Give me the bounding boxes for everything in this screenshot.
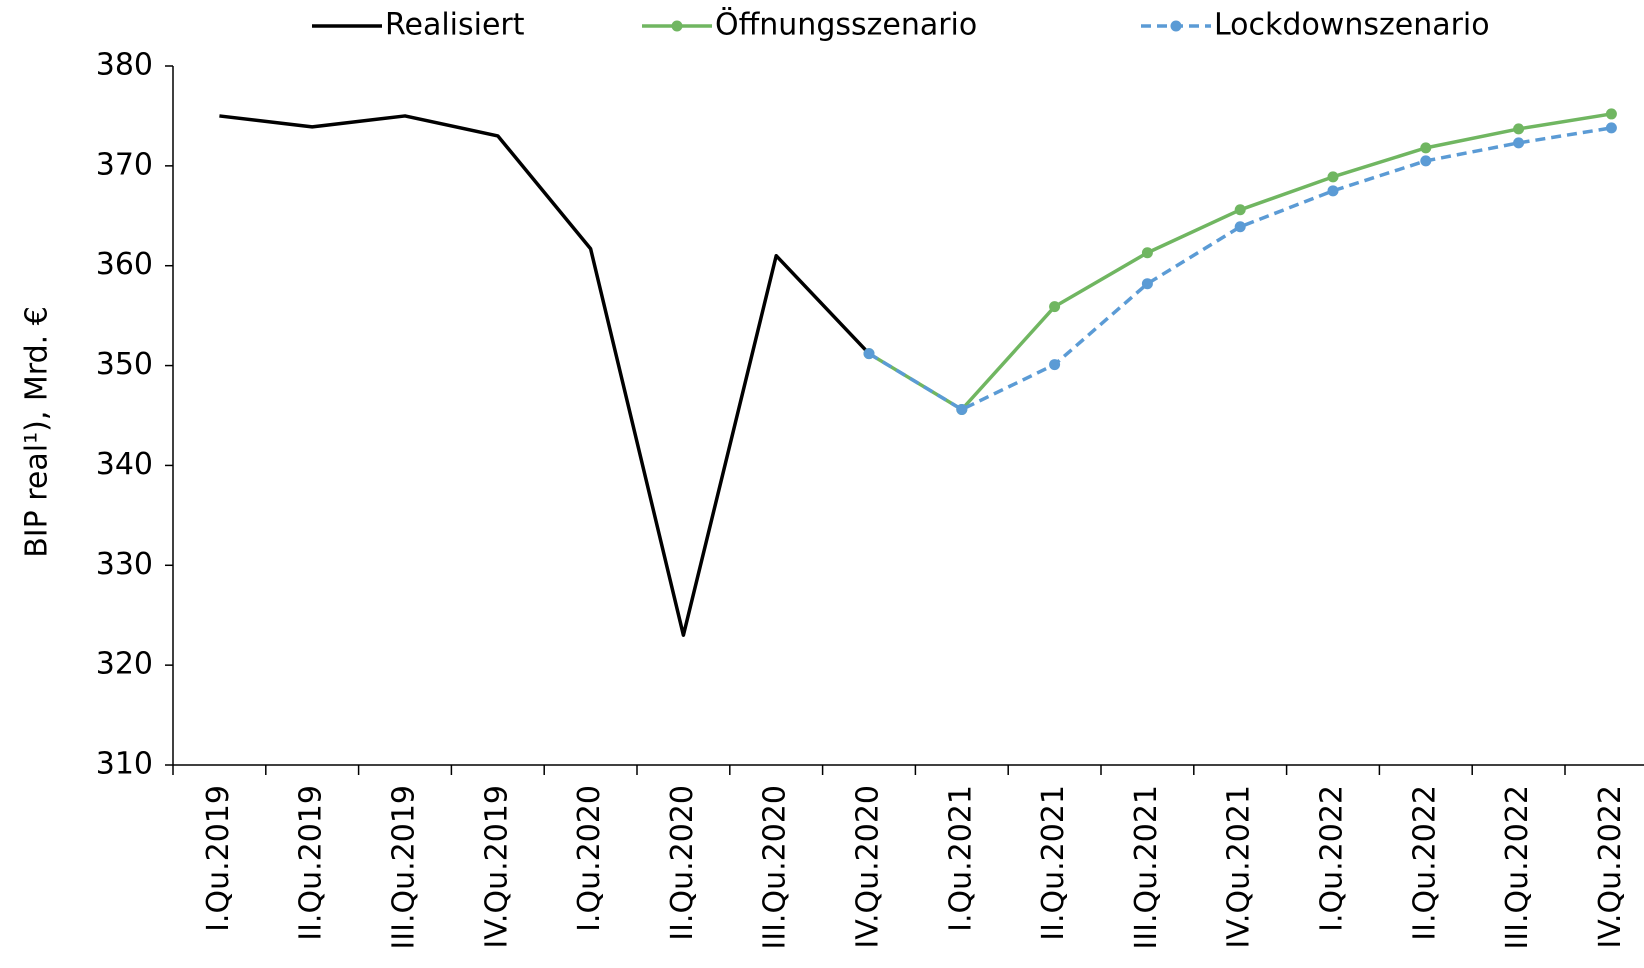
y-tick-label: 380 [96,48,153,83]
y-tick-label: 370 [96,147,153,182]
data-point [1605,122,1617,134]
legend-label: Lockdownszenario [1214,8,1490,43]
y-tick-label: 350 [96,347,153,382]
x-tick-label: III.Qu.2021 [1129,785,1164,950]
data-point [1327,171,1339,183]
legend-marker [671,20,683,32]
x-tick-label: IV.Qu.2019 [479,785,514,949]
legend-label: Realisiert [385,8,525,43]
y-tick-label: 360 [96,247,153,282]
y-tick-label: 310 [96,747,153,782]
data-point [1420,155,1432,167]
data-point [1605,108,1617,120]
series-line [868,112,1612,412]
legend-marker [1170,20,1182,32]
x-tick-label: III.Qu.2019 [387,785,422,950]
data-point [1327,185,1339,197]
data-point [956,404,968,416]
data-point [1141,278,1153,290]
data-point [1234,221,1246,233]
x-tick-label: II.Qu.2022 [1407,785,1442,941]
x-tick-label: III.Qu.2022 [1500,785,1535,950]
x-tick-label: II.Qu.2021 [1036,785,1071,941]
x-tick-label: I.Qu.2019 [201,785,236,932]
data-point [1513,123,1525,135]
series-line [868,126,1612,412]
x-tick-label: IV.Qu.2022 [1593,785,1628,949]
y-tick-label: 330 [96,547,153,582]
y-tick-label: 340 [96,447,153,482]
x-tick-label: I.Qu.2022 [1315,785,1350,932]
x-tick-label: II.Qu.2020 [665,785,700,941]
x-tick-label: III.Qu.2020 [758,785,793,950]
data-point [1049,359,1061,371]
data-point [1141,247,1153,259]
data-point [1234,204,1246,216]
x-tick-label: II.Qu.2019 [294,785,329,941]
legend-label: Öffnungsszenario [715,7,977,43]
data-point [1420,142,1432,154]
y-axis-label: BIP real¹), Mrd. € [20,306,55,558]
x-tick-label: IV.Qu.2021 [1222,785,1257,949]
data-point [1049,301,1061,313]
y-tick-label: 320 [96,647,153,682]
data-point [1513,137,1525,149]
x-tick-label: IV.Qu.2020 [851,785,886,949]
data-point [863,348,875,360]
series-line [219,114,871,637]
x-tick-label: I.Qu.2021 [943,785,978,932]
x-tick-label: I.Qu.2020 [572,785,607,932]
